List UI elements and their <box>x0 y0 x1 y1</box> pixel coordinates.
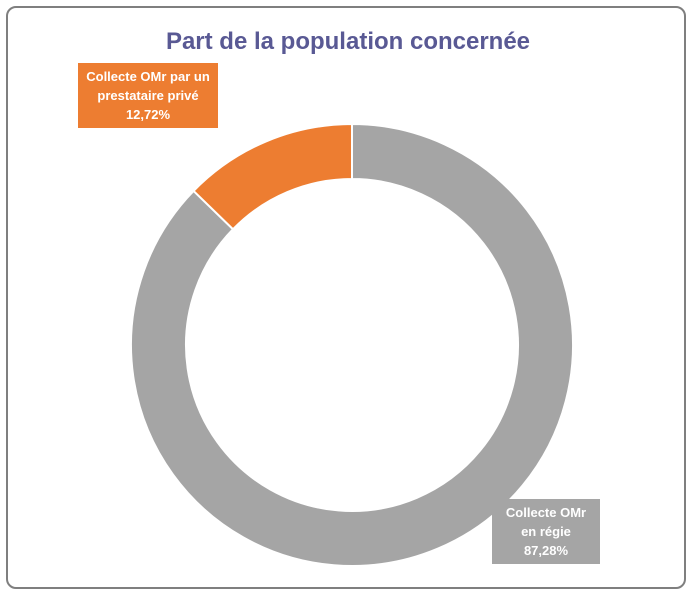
chart-frame <box>6 6 686 589</box>
label-category: Collecte OMr en régie <box>505 505 587 539</box>
slice <box>192 122 353 231</box>
slice <box>130 122 574 567</box>
label-value: 87,28% <box>523 543 569 558</box>
chart-title: Part de la population concernée <box>165 28 531 55</box>
data-label: Collecte OMr en régie 87,28% <box>492 499 600 564</box>
label-category: Collecte OMr par un prestataire privé <box>86 69 210 103</box>
label-value: 12,72% <box>125 107 171 122</box>
data-label: Collecte OMr par un prestataire privé 12,… <box>78 63 218 128</box>
